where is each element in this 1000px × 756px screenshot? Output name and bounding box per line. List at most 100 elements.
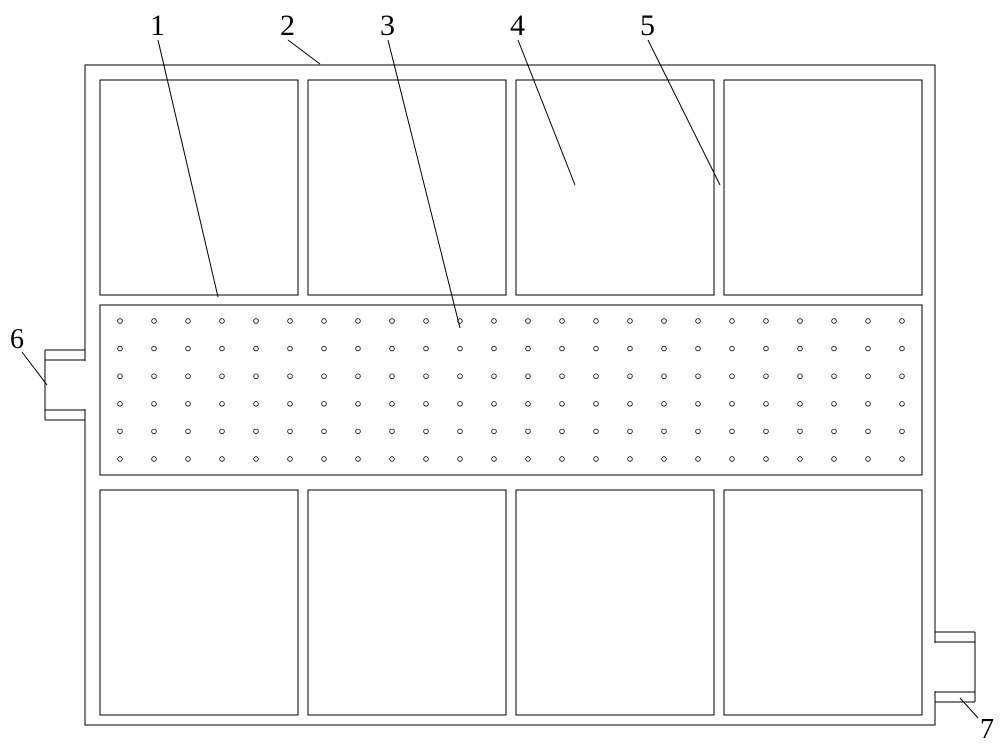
perforation-dot: [526, 346, 531, 351]
perforation-dot: [186, 319, 191, 324]
perforation-dot: [764, 429, 769, 434]
perforation-dot: [764, 457, 769, 462]
perforation-dot: [492, 374, 497, 379]
callout-label: 7: [980, 714, 994, 745]
perforation-dot: [832, 319, 837, 324]
perforation-dot: [390, 374, 395, 379]
perforation-dot: [594, 457, 599, 462]
callout-label: 5: [640, 9, 655, 42]
perforation-dot: [696, 374, 701, 379]
perforation-dot: [764, 319, 769, 324]
perforation-dot: [424, 374, 429, 379]
perforation-dot: [118, 319, 123, 324]
perforation-dot: [254, 457, 259, 462]
perforation-dot: [832, 457, 837, 462]
perforation-dot: [662, 457, 667, 462]
perforation-dot: [662, 429, 667, 434]
perforation-dot: [152, 346, 157, 351]
callout-line: [158, 40, 218, 297]
perforation-dot: [186, 402, 191, 407]
bottom-cell: [724, 490, 922, 715]
perforation-dot: [458, 429, 463, 434]
perforation-dot: [118, 429, 123, 434]
perforation-dot: [322, 429, 327, 434]
perforation-dot: [492, 346, 497, 351]
perforation-dot: [662, 402, 667, 407]
perforation-dot: [424, 402, 429, 407]
perforation-dot: [424, 457, 429, 462]
callout-label: 2: [280, 9, 295, 42]
perforation-dot: [832, 346, 837, 351]
perforation-dot: [662, 319, 667, 324]
perforation-dot: [560, 402, 565, 407]
perforation-dot: [526, 374, 531, 379]
perforation-dot: [220, 402, 225, 407]
perforation-dot: [526, 429, 531, 434]
perforation-dot: [254, 319, 259, 324]
perforation-dot: [730, 429, 735, 434]
perforation-dot: [560, 429, 565, 434]
perforation-dot: [798, 429, 803, 434]
top-cell: [724, 80, 922, 295]
top-cell: [308, 80, 506, 295]
perforation-dot: [594, 374, 599, 379]
perforation-dot: [322, 457, 327, 462]
perforation-dot: [390, 346, 395, 351]
perforation-dot: [730, 374, 735, 379]
perforation-dot: [424, 346, 429, 351]
perforation-dot: [220, 319, 225, 324]
perforation-dot: [798, 457, 803, 462]
perforation-dot: [764, 374, 769, 379]
perforation-dot: [322, 346, 327, 351]
perforation-dot: [764, 346, 769, 351]
perforation-dot: [798, 319, 803, 324]
callout-line: [22, 352, 47, 385]
perforation-dot: [662, 346, 667, 351]
perforation-dot: [458, 346, 463, 351]
perforation-dot: [288, 374, 293, 379]
perforation-dot: [798, 374, 803, 379]
perforation-dot: [866, 374, 871, 379]
callout-label: 3: [380, 9, 395, 42]
perforation-dot: [152, 319, 157, 324]
perforation-dot: [560, 374, 565, 379]
perforation-dot: [900, 402, 905, 407]
perforation-dot: [458, 402, 463, 407]
perforation-dot: [118, 346, 123, 351]
perforation-dot: [356, 402, 361, 407]
perforation-dot: [254, 374, 259, 379]
bottom-cell: [516, 490, 714, 715]
perforation-dot: [254, 402, 259, 407]
top-cell: [100, 80, 298, 295]
perforation-dot: [628, 402, 633, 407]
perforation-dot: [186, 374, 191, 379]
perforation-dot: [390, 402, 395, 407]
perforation-dot: [696, 429, 701, 434]
perforation-dot: [322, 319, 327, 324]
perforation-dot: [866, 346, 871, 351]
perforation-dot: [492, 402, 497, 407]
perforation-dot: [390, 429, 395, 434]
perforation-dot: [220, 374, 225, 379]
perforation-dot: [832, 374, 837, 379]
perforation-dot: [900, 457, 905, 462]
perforation-dot: [628, 457, 633, 462]
perforation-dot: [390, 457, 395, 462]
perforation-dot: [696, 402, 701, 407]
perforation-dot: [390, 319, 395, 324]
perforation-dot: [764, 402, 769, 407]
perforation-dot: [186, 346, 191, 351]
perforation-dot: [356, 374, 361, 379]
perforation-dot: [288, 402, 293, 407]
perforation-dot: [152, 402, 157, 407]
perforation-dot: [254, 346, 259, 351]
callout-label: 6: [10, 324, 24, 355]
perforation-dot: [186, 429, 191, 434]
callout-line: [518, 40, 575, 185]
perforation-dot: [118, 374, 123, 379]
perforation-dot: [526, 319, 531, 324]
perforation-dot: [866, 402, 871, 407]
perforation-dot: [152, 429, 157, 434]
perforation-dot: [866, 319, 871, 324]
perforation-dot: [526, 457, 531, 462]
